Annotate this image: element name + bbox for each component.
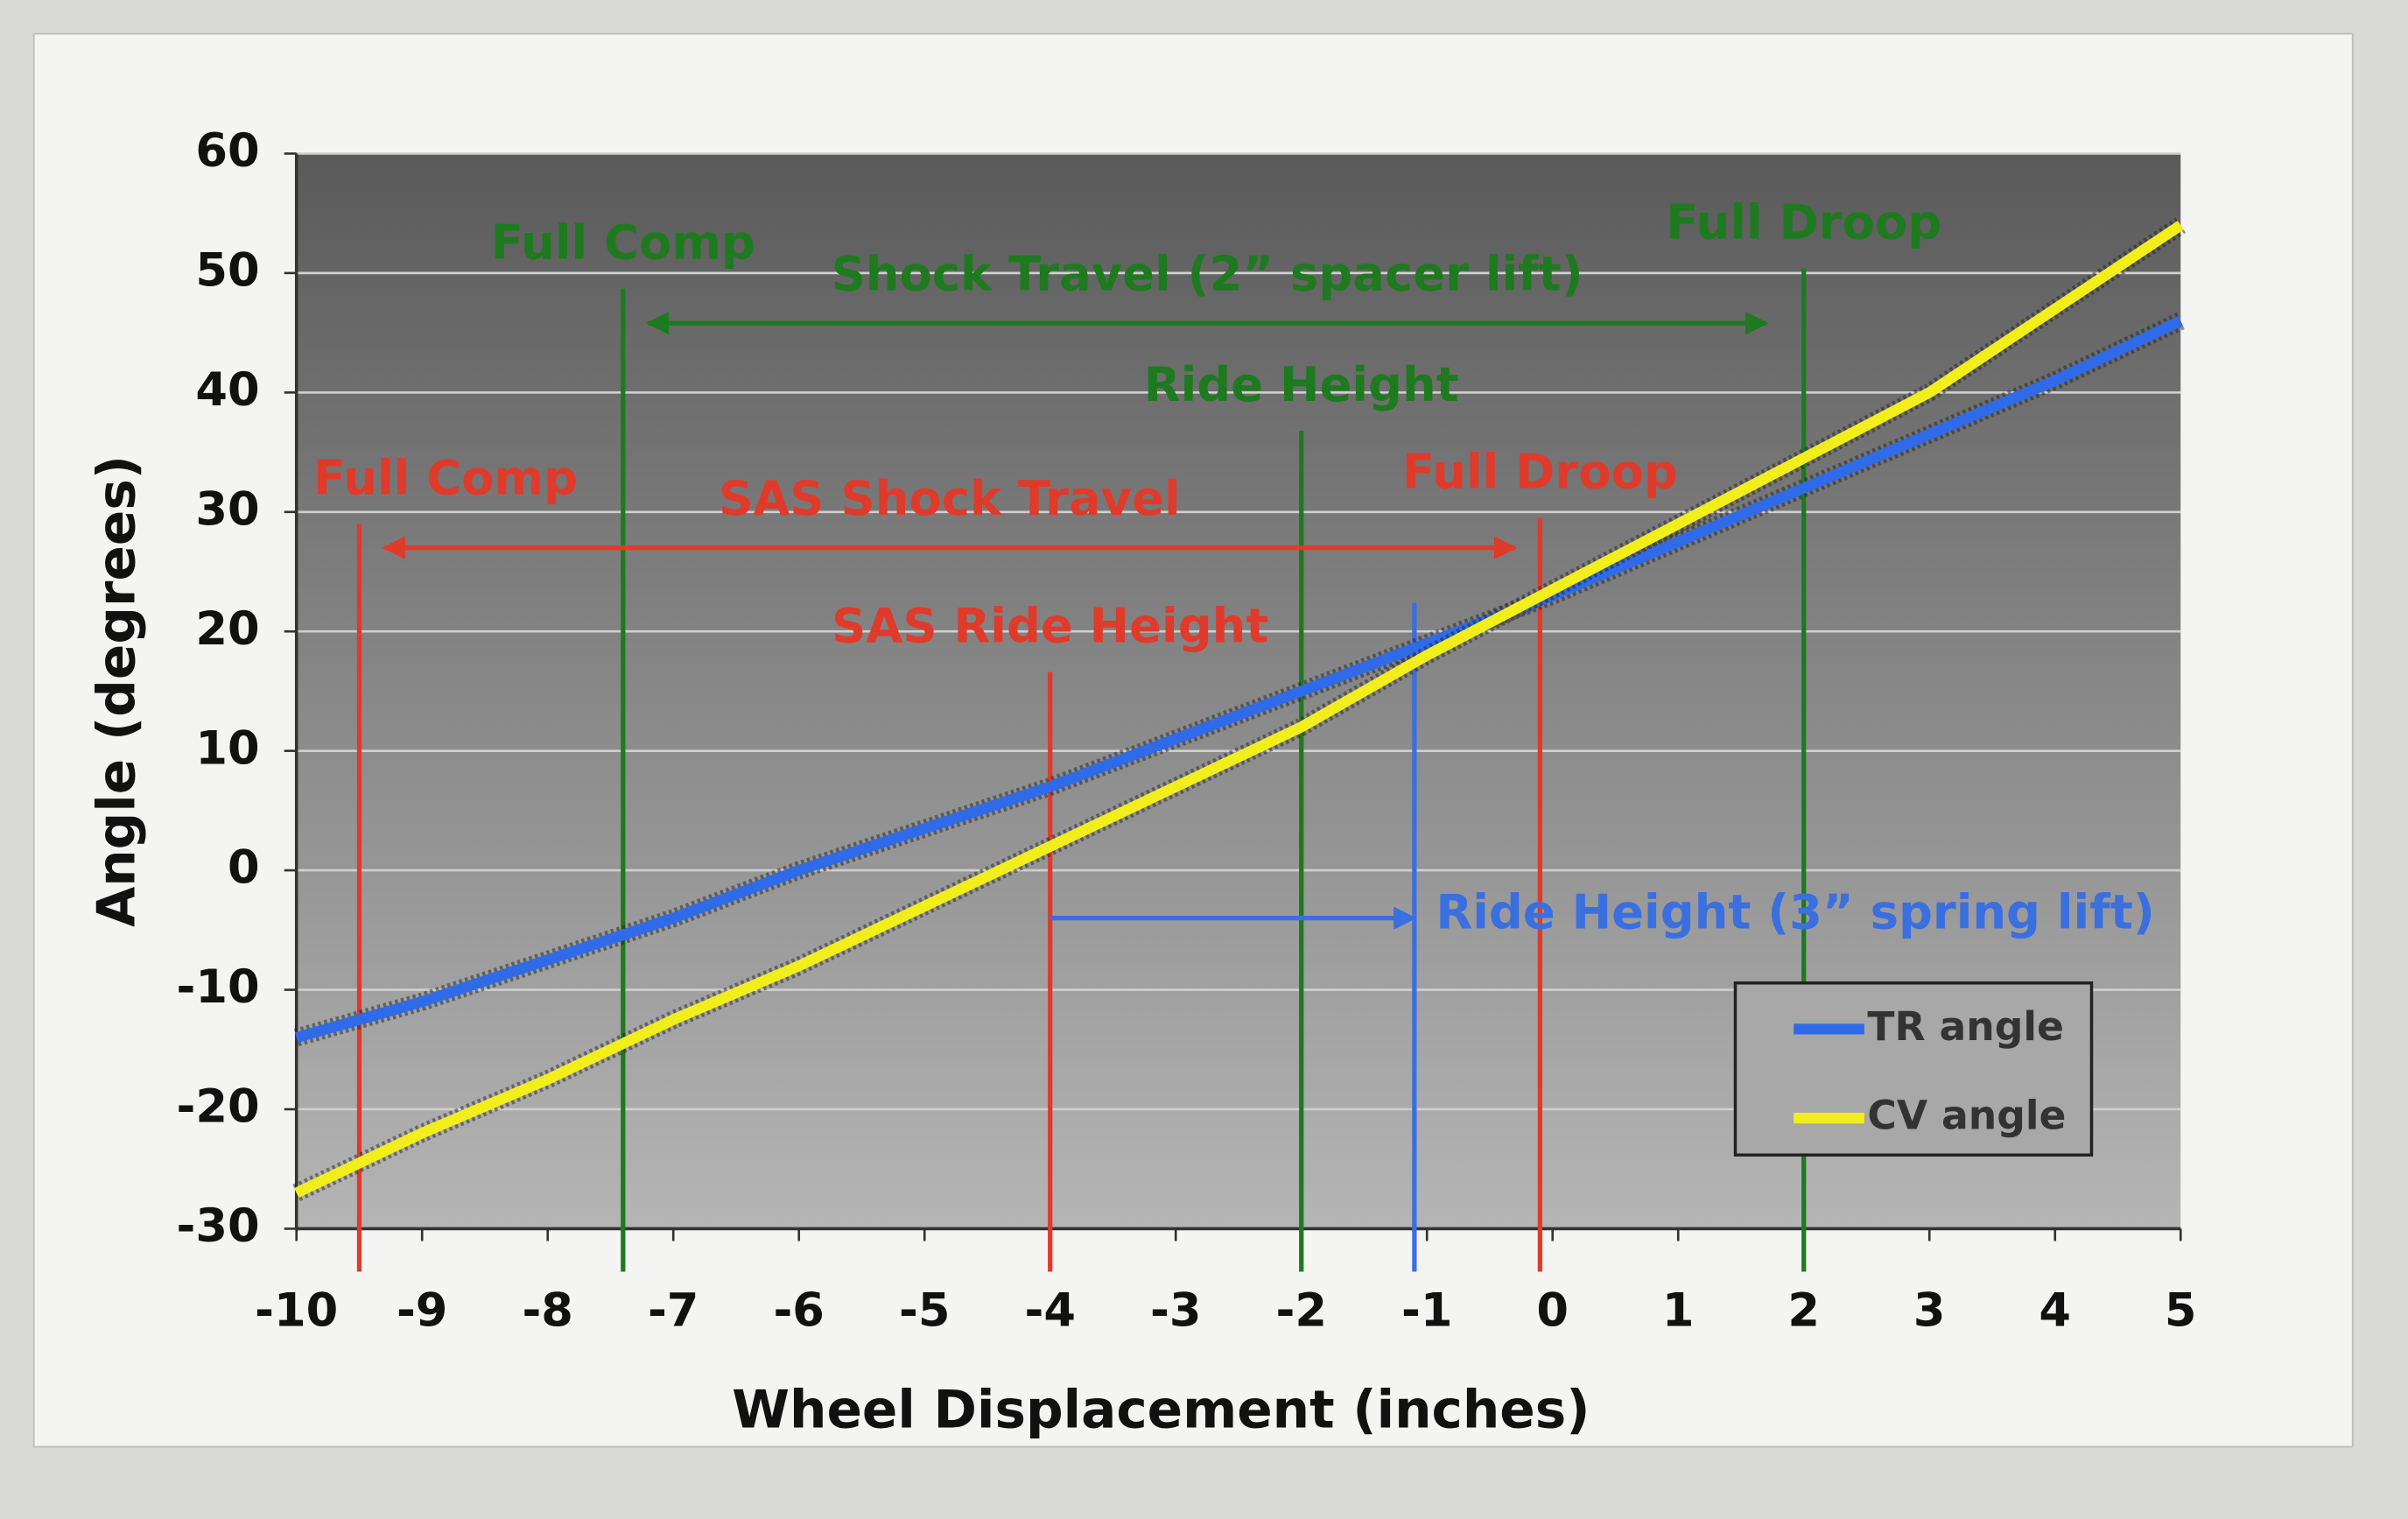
legend-label: TR angle xyxy=(1867,1003,2064,1050)
marker-label: Full Droop xyxy=(1402,445,1678,500)
y-tick-label: -20 xyxy=(177,1080,260,1134)
series-line xyxy=(294,221,2184,1199)
x-tick-label: -10 xyxy=(255,1284,338,1338)
x-tick-label: 2 xyxy=(1787,1284,1820,1338)
arrow-label: Shock Travel (2” spacer lift) xyxy=(832,247,1583,302)
x-tick-label: -7 xyxy=(648,1284,699,1338)
y-tick-label: 0 xyxy=(228,841,260,895)
x-tick-label: 4 xyxy=(2039,1284,2071,1338)
x-axis-title: Wheel Displacement (inches) xyxy=(732,1381,1590,1441)
x-tick-label: -8 xyxy=(522,1284,572,1338)
y-tick-label: 60 xyxy=(195,124,259,178)
x-tick-label: -6 xyxy=(773,1284,824,1338)
marker-label: Full Comp xyxy=(313,450,578,505)
y-tick-label: -30 xyxy=(177,1199,260,1253)
x-tick-label: -3 xyxy=(1150,1284,1201,1338)
marker-label: Full Droop xyxy=(1666,194,1941,250)
x-tick-label: -2 xyxy=(1275,1284,1326,1338)
y-tick-label: 40 xyxy=(195,363,259,417)
x-tick-label: 5 xyxy=(2165,1284,2197,1338)
arrow-label: SAS Shock Travel xyxy=(719,471,1180,526)
legend-label: CV angle xyxy=(1867,1093,2066,1139)
x-tick-label: -9 xyxy=(397,1284,447,1338)
arrow-label: Ride Height (3” spring lift) xyxy=(1436,884,2154,939)
marker-label: Full Comp xyxy=(491,215,755,271)
y-tick-label: 30 xyxy=(195,482,259,536)
x-tick-label: 0 xyxy=(1536,1284,1569,1338)
x-tick-label: -5 xyxy=(899,1284,950,1338)
series-line xyxy=(295,315,2183,1044)
y-tick-label: 50 xyxy=(195,244,259,298)
y-tick-label: 10 xyxy=(195,721,259,775)
x-tick-label: -4 xyxy=(1024,1284,1075,1338)
x-tick-label: -1 xyxy=(1401,1284,1452,1338)
y-axis-title: Angle (degrees) xyxy=(88,455,148,927)
legend-box xyxy=(1733,981,2094,1157)
x-tick-label: 1 xyxy=(1662,1284,1695,1338)
x-tick-label: 3 xyxy=(1913,1284,1946,1338)
y-tick-label: -10 xyxy=(177,960,260,1014)
marker-label: Ride Height xyxy=(1144,357,1459,412)
marker-label: SAS Ride Height xyxy=(832,599,1268,654)
y-tick-label: 20 xyxy=(195,602,259,656)
